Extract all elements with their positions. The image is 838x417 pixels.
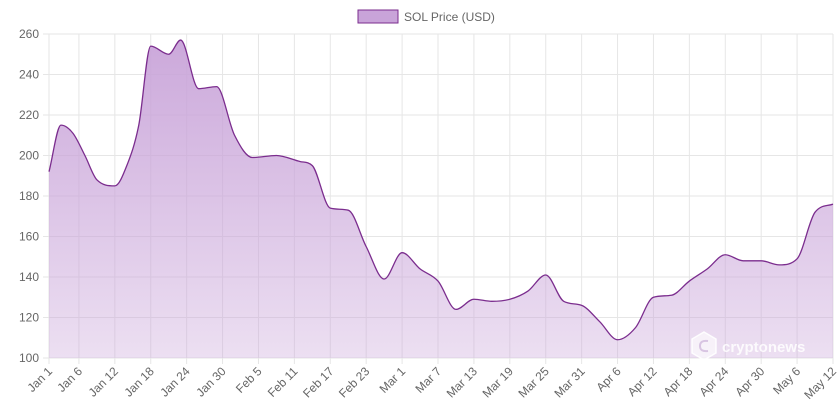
legend-label[interactable]: SOL Price (USD)	[404, 10, 495, 24]
data-point[interactable]	[633, 325, 639, 331]
data-point[interactable]	[112, 183, 118, 189]
data-point[interactable]	[58, 122, 64, 128]
x-tick-label: Feb 23	[336, 364, 373, 401]
data-point[interactable]	[136, 122, 142, 128]
data-point[interactable]	[417, 266, 423, 272]
data-point[interactable]	[722, 252, 728, 258]
y-tick-label: 240	[19, 68, 39, 82]
x-tick-label: Apr 30	[732, 364, 767, 399]
data-point[interactable]	[297, 159, 303, 165]
data-point[interactable]	[794, 256, 800, 262]
data-point[interactable]	[579, 302, 585, 308]
data-point[interactable]	[363, 244, 369, 250]
y-tick-label: 120	[19, 311, 39, 325]
y-tick-label: 260	[19, 27, 39, 41]
data-point[interactable]	[561, 298, 567, 304]
data-point[interactable]	[650, 294, 656, 300]
x-tick-label: Apr 24	[696, 364, 731, 399]
data-point[interactable]	[124, 163, 130, 169]
x-tick-label: Apr 6	[593, 364, 623, 394]
data-point[interactable]	[232, 132, 238, 138]
x-tick-label: May 12	[801, 364, 838, 402]
price-line	[48, 39, 834, 341]
y-tick-label: 140	[19, 270, 39, 284]
data-point[interactable]	[686, 278, 692, 284]
data-point[interactable]	[94, 177, 100, 183]
data-point[interactable]	[82, 153, 88, 159]
x-tick-label: Jan 1	[24, 364, 55, 395]
x-tick-label: May 6	[770, 364, 803, 397]
data-point[interactable]	[70, 130, 76, 136]
y-tick-label: 100	[19, 351, 39, 365]
legend[interactable]: SOL Price (USD)	[357, 9, 495, 24]
data-point[interactable]	[166, 51, 172, 57]
data-point[interactable]	[327, 205, 333, 211]
data-point[interactable]	[196, 86, 202, 92]
data-point[interactable]	[273, 153, 279, 159]
data-point[interactable]	[381, 276, 387, 282]
data-point[interactable]	[507, 296, 513, 302]
data-point[interactable]	[399, 250, 405, 256]
data-point[interactable]	[489, 298, 495, 304]
y-tick-label: 160	[19, 230, 39, 244]
y-tick-label: 180	[19, 189, 39, 203]
x-tick-label: Jan 6	[54, 364, 85, 395]
data-point[interactable]	[543, 272, 549, 278]
watermark: cryptonews	[691, 331, 805, 361]
x-tick-label: Mar 1	[377, 364, 409, 396]
data-point[interactable]	[615, 337, 621, 343]
data-point[interactable]	[453, 306, 459, 312]
x-tick-label: Apr 12	[625, 364, 660, 399]
data-point[interactable]	[704, 266, 710, 272]
x-tick-label: Feb 17	[300, 364, 337, 401]
y-axis-ticks: 100 120 140 160 180 200 220 240 260	[19, 27, 39, 365]
x-tick-label: Jan 24	[157, 364, 193, 400]
data-point[interactable]	[776, 262, 782, 268]
x-tick-label: Jan 18	[121, 364, 157, 400]
data-point[interactable]	[758, 258, 764, 264]
x-tick-label: Mar 31	[551, 364, 588, 401]
data-point[interactable]	[345, 207, 351, 213]
cryptonews-logo-icon	[691, 331, 717, 361]
x-tick-label: Apr 18	[661, 364, 696, 399]
data-point[interactable]	[525, 288, 531, 294]
data-point[interactable]	[435, 278, 441, 284]
watermark-text: cryptonews	[722, 339, 805, 356]
y-tick-label: 200	[19, 149, 39, 163]
x-tick-label: Mar 25	[516, 364, 553, 401]
legend-swatch[interactable]	[357, 9, 399, 24]
data-point[interactable]	[309, 163, 315, 169]
data-point[interactable]	[740, 258, 746, 264]
data-point[interactable]	[46, 169, 52, 175]
data-point[interactable]	[148, 43, 154, 49]
x-tick-label: Feb 11	[265, 364, 301, 400]
data-point[interactable]	[471, 296, 477, 302]
x-tick-label: Jan 30	[193, 364, 229, 400]
data-point[interactable]	[597, 319, 603, 325]
x-tick-label: Feb 5	[233, 364, 265, 396]
price-area	[49, 40, 833, 358]
data-point[interactable]	[214, 84, 220, 90]
y-tick-label: 220	[19, 108, 39, 122]
data-point[interactable]	[812, 209, 818, 215]
x-tick-label: Jan 12	[86, 364, 122, 400]
x-tick-label: Mar 7	[413, 364, 445, 396]
data-point[interactable]	[249, 155, 255, 161]
data-point[interactable]	[178, 37, 184, 43]
data-point[interactable]	[668, 292, 674, 298]
x-tick-label: Mar 19	[480, 364, 517, 401]
x-tick-label: Mar 13	[444, 364, 481, 401]
data-point[interactable]	[830, 201, 836, 207]
